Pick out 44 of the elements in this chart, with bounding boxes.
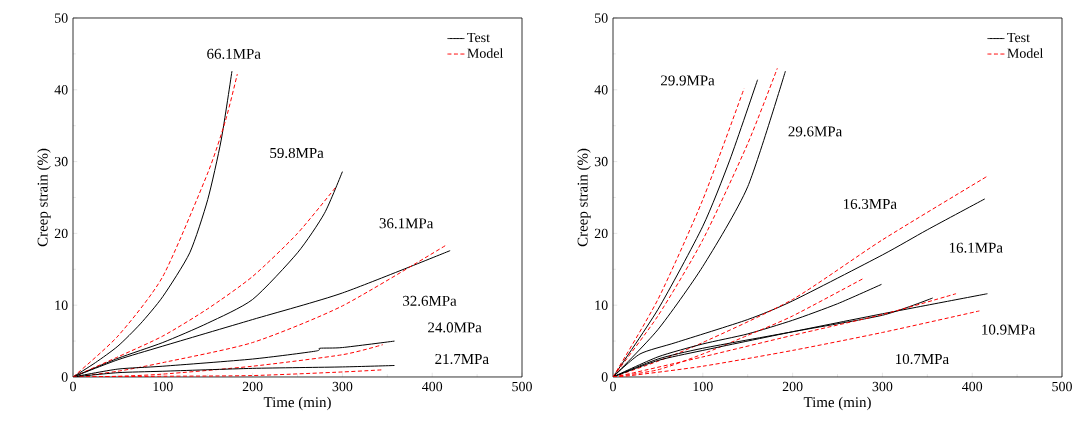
annotation: 10.7MPa xyxy=(896,353,949,365)
annotation: 29.9MPa xyxy=(661,75,715,86)
y-tick-label: 0 xyxy=(601,372,608,382)
x-tick-label: 200 xyxy=(242,381,263,392)
x-tick-label: 300 xyxy=(872,381,893,392)
annotation: 21.7MPa xyxy=(435,353,489,365)
y-tick-label: 10 xyxy=(55,300,68,310)
annotation: 24.0MPa xyxy=(428,322,482,333)
y-tick-label: 40 xyxy=(594,85,608,95)
x-tick-label: 400 xyxy=(962,381,983,392)
x-tick-label: 100 xyxy=(693,381,713,392)
x-tick-label: 200 xyxy=(782,381,803,392)
x-axis-title: Time (min) xyxy=(803,396,871,411)
annotation: 36.1MPa xyxy=(379,218,434,229)
x-tick-label: 0 xyxy=(70,381,76,392)
annotation: 32.6MPa xyxy=(403,295,457,306)
y-axis-title: Creep strain (%) xyxy=(37,148,51,247)
x-tick-label: 300 xyxy=(332,381,353,392)
y-tick-label: 0 xyxy=(61,372,68,382)
legend-label: Test xyxy=(1007,32,1030,43)
y-tick-label: 20 xyxy=(54,228,68,239)
y-axis-title: Creep strain (%) xyxy=(577,148,591,247)
y-tick-label: 30 xyxy=(594,156,608,167)
y-tick-label: 50 xyxy=(55,13,68,23)
annotation: 16.1MPa xyxy=(949,242,1003,253)
x-tick-label: 500 xyxy=(1052,381,1072,392)
y-tick-label: 10 xyxy=(595,300,608,310)
x-tick-label: 400 xyxy=(422,381,443,392)
y-tick-label: 50 xyxy=(595,13,608,23)
legend-label: Test xyxy=(467,32,490,43)
x-tick-label: 0 xyxy=(610,381,616,392)
x-tick-label: 500 xyxy=(512,381,532,392)
annotation: 29.6MPa xyxy=(788,126,843,137)
legend-label: Model xyxy=(1007,48,1044,58)
x-tick-label: 100 xyxy=(153,381,173,392)
annotation: 59.8MPa xyxy=(270,147,324,159)
y-tick-label: 20 xyxy=(594,228,608,239)
y-tick-label: 40 xyxy=(54,85,68,95)
annotation: 66.1MPa xyxy=(207,48,261,59)
legend-label: Model xyxy=(467,48,504,58)
annotation: 16.3MPa xyxy=(843,198,897,210)
annotation: 10.9MPa xyxy=(982,324,1036,335)
y-tick-label: 30 xyxy=(54,156,68,167)
x-axis-title: Time (min) xyxy=(263,396,331,411)
